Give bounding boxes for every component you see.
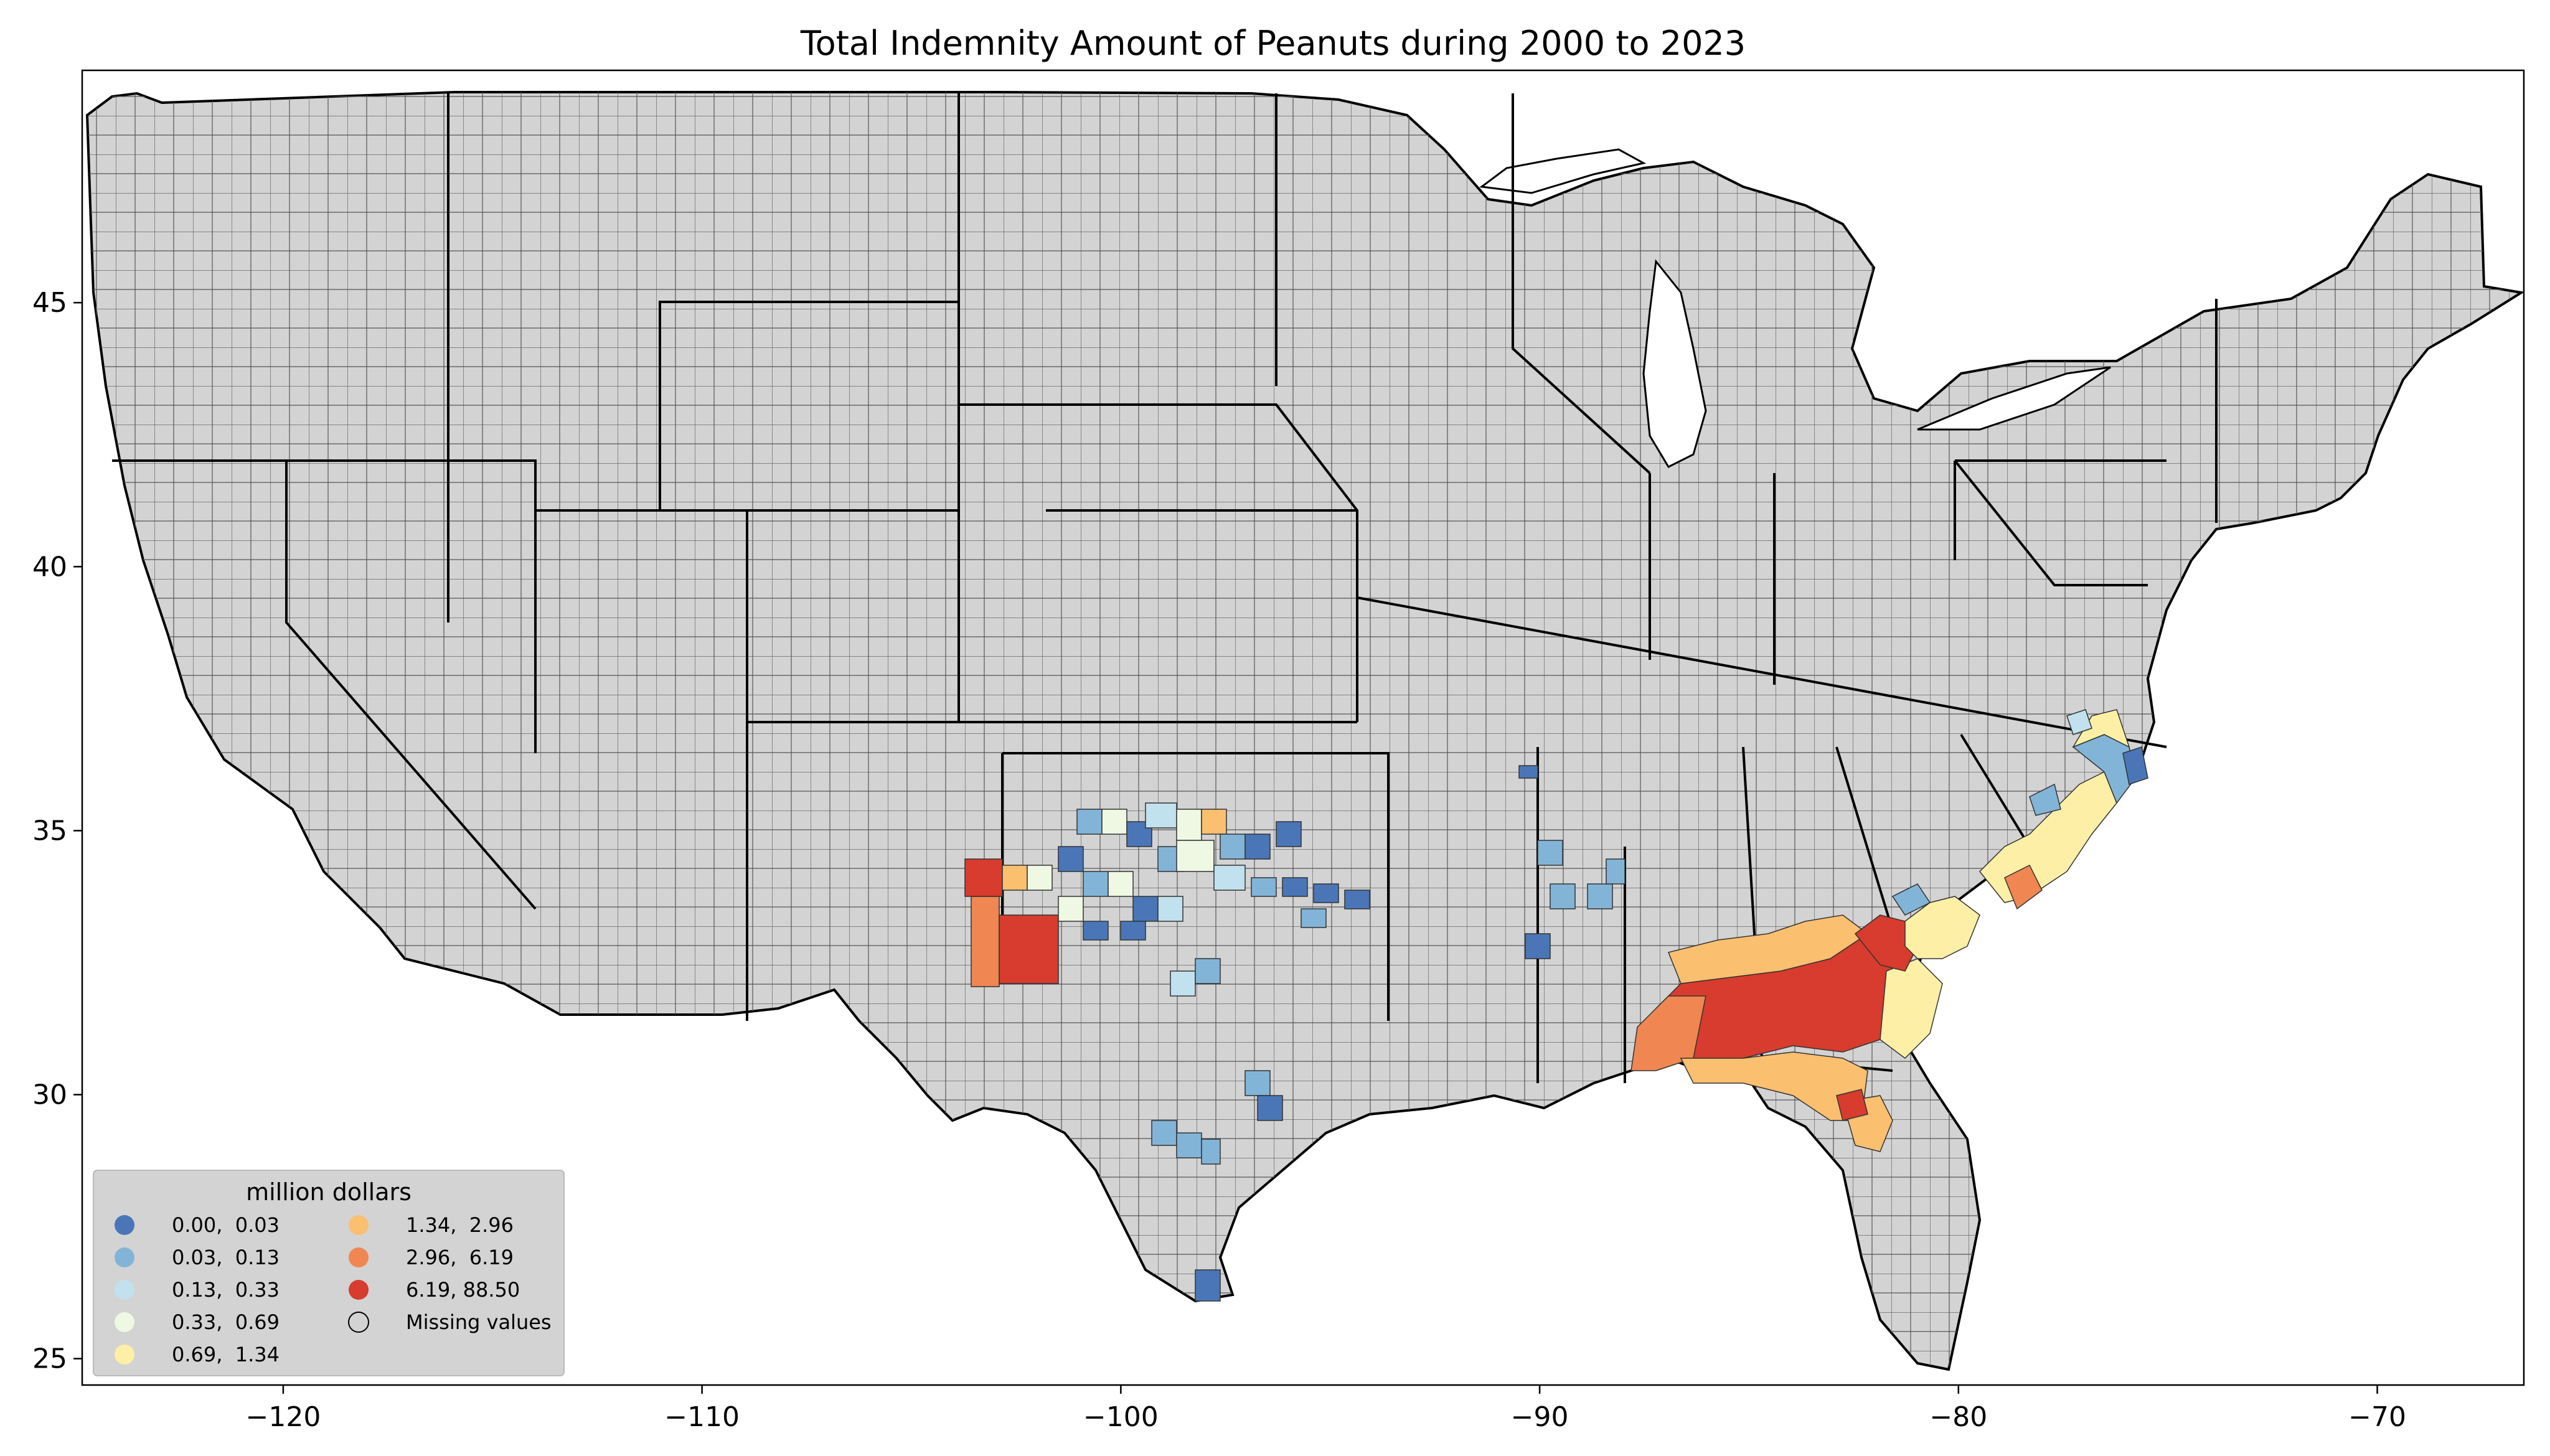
- region-ok-s-5: [1313, 883, 1339, 903]
- region-ms-4: [1587, 883, 1613, 909]
- region-ok-sw-5: [1176, 840, 1215, 872]
- x-tick-label: −70: [2348, 1401, 2406, 1433]
- y-tick-label: 40: [32, 551, 67, 583]
- legend-label: 0.33, 0.69: [172, 1310, 280, 1334]
- region-ok-s-4: [1282, 877, 1308, 897]
- chart-title: Total Indemnity Amount of Peanuts during…: [800, 24, 1746, 63]
- region-ms-3: [1525, 933, 1551, 959]
- region-tx-rolling-12: [1120, 921, 1146, 941]
- legend-label: 2.96, 6.19: [406, 1246, 514, 1269]
- region-ctx-4: [1257, 1095, 1283, 1121]
- county-lines: [87, 92, 2521, 1369]
- legend-label: 6.19, 88.50: [406, 1278, 520, 1302]
- legend-label: 0.00, 0.03: [172, 1213, 280, 1237]
- x-tick-label: −90: [1511, 1401, 1569, 1433]
- region-ms-2: [1550, 883, 1576, 909]
- region-tx-rolling-6: [1076, 809, 1103, 835]
- y-tick-label: 35: [32, 815, 67, 847]
- region-ctx-1: [1170, 970, 1196, 997]
- legend-swatch: [115, 1247, 134, 1267]
- region-tx-rolling-11: [1083, 921, 1109, 941]
- y-tick-label: 30: [32, 1079, 67, 1111]
- region-tx-rolling-2: [1083, 871, 1109, 897]
- y-tick-label: 25: [32, 1343, 67, 1375]
- legend-label: 0.03, 0.13: [172, 1246, 280, 1269]
- region-ok-s-7: [1301, 908, 1327, 928]
- region-ok-s-6: [1344, 890, 1370, 909]
- region-ctx-5: [1151, 1120, 1177, 1146]
- y-axis: 25 30 35 40 45: [32, 287, 82, 1375]
- region-ms-5: [1606, 858, 1626, 885]
- region-tx-panhandle-1: [1002, 865, 1028, 891]
- region-ctx-7: [1201, 1139, 1221, 1165]
- region-ms-1: [1537, 840, 1563, 866]
- region-tx-high-plains: [999, 914, 1059, 984]
- x-tick-label: −80: [1929, 1401, 1987, 1433]
- region-ok-sw-4: [1220, 834, 1246, 860]
- legend-swatch: [348, 1312, 369, 1333]
- legend-swatch: [115, 1215, 134, 1235]
- legend-swatch: [115, 1280, 134, 1300]
- region-tx-nm-high: [971, 896, 1000, 987]
- legend-items: 0.00, 0.03 0.03, 0.13 0.13, 0.33 0.33, 0.69…: [115, 1213, 552, 1366]
- x-tick-label: −120: [245, 1401, 321, 1433]
- region-fl-red: [1836, 1089, 1868, 1121]
- lake-michigan: [1642, 259, 1707, 468]
- region-ar-1: [1518, 765, 1538, 779]
- data-regions: [964, 709, 2148, 1302]
- region-sc-blue: [1891, 883, 1931, 916]
- lake-superior: [1479, 148, 1647, 194]
- legend-label: 0.13, 0.33: [172, 1278, 280, 1302]
- region-ok-sw-1: [1145, 802, 1177, 829]
- region-ok-sw-6: [1213, 865, 1246, 891]
- legend-label: Missing values: [406, 1310, 552, 1334]
- legend-box: [93, 1170, 565, 1376]
- x-tick-label: −100: [1083, 1401, 1159, 1433]
- region-ok-sw-2: [1176, 809, 1202, 841]
- region-nc-orange: [2004, 864, 2043, 910]
- region-ok-sw-3: [1201, 809, 1227, 835]
- lake-erie: [1917, 366, 2111, 431]
- region-ok-s-3: [1251, 877, 1277, 897]
- y-tick-label: 45: [32, 287, 67, 319]
- region-nc-fringe: [2029, 783, 2061, 816]
- x-axis: −120 −110 −100 −90 −80 −70: [245, 1385, 2406, 1433]
- legend: million dollars 0.00, 0.03 0.03, 0.13 0.13…: [93, 1170, 565, 1376]
- region-ctx-6: [1176, 1132, 1202, 1158]
- legend-swatch: [349, 1247, 369, 1267]
- legend-swatch: [115, 1312, 134, 1332]
- legend-title: million dollars: [246, 1178, 412, 1206]
- region-va-blue: [2122, 746, 2148, 785]
- region-ctx-3: [1244, 1070, 1271, 1096]
- region-tx-rolling-1: [1058, 846, 1084, 872]
- region-tx-rolling-3: [1108, 871, 1134, 897]
- region-tx-rolling-5: [1157, 896, 1183, 922]
- region-ok-s-2: [1276, 821, 1302, 847]
- region-tx-rolling-7: [1101, 809, 1127, 835]
- region-tx-rolling-10: [1058, 896, 1084, 922]
- region-sc-yellow: [1904, 896, 1980, 959]
- legend-label: 1.34, 2.96: [406, 1213, 514, 1237]
- region-va-blue-2: [2066, 709, 2092, 735]
- region-stx: [1195, 1269, 1221, 1302]
- region-ok-s-1: [1244, 834, 1271, 860]
- legend-swatch: [115, 1345, 134, 1364]
- region-tx-nm-border: [964, 858, 1003, 897]
- legend-swatch: [349, 1215, 369, 1235]
- region-ctx-2: [1195, 958, 1221, 984]
- x-tick-label: −110: [664, 1401, 740, 1433]
- legend-swatch: [349, 1280, 369, 1300]
- region-tx-panhandle-2: [1027, 865, 1053, 891]
- region-tx-rolling-4: [1132, 896, 1159, 922]
- legend-label: 0.69, 1.34: [172, 1343, 280, 1366]
